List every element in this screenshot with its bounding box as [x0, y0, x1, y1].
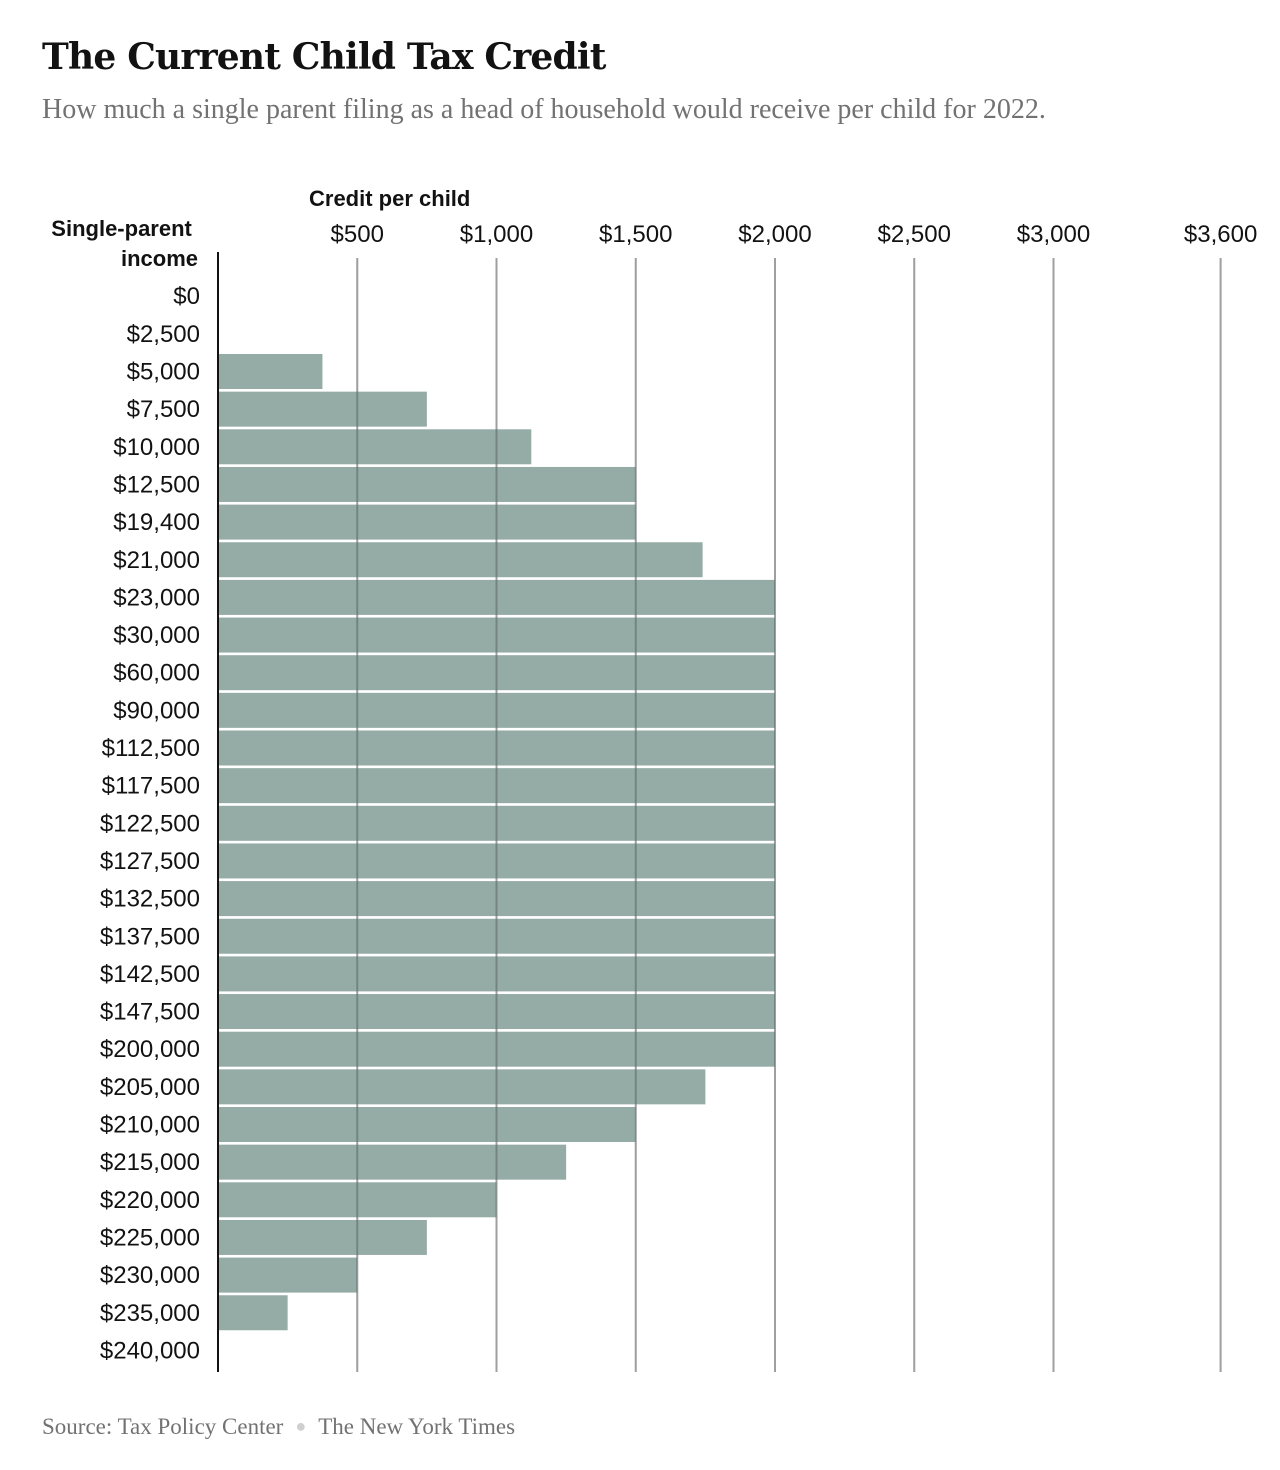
y-tick-label: $230,000: [100, 1262, 200, 1289]
y-tick-label: $132,500: [100, 886, 200, 913]
bar: [218, 391, 427, 427]
bar: [218, 504, 636, 540]
y-tick-label: $220,000: [100, 1187, 200, 1214]
bar-chart: $500 $1,000 $1,500 $2,000 $2,500 $3,000 $3,600…: [51, 186, 1258, 1372]
y-tick-label: $137,500: [100, 923, 200, 950]
y-tick-label: $240,000: [100, 1337, 200, 1364]
y-tick-label: $200,000: [100, 1036, 200, 1063]
y-tick-label: $235,000: [100, 1300, 200, 1327]
y-tick-label: $215,000: [100, 1149, 200, 1176]
y-tick-label: $147,500: [100, 999, 200, 1026]
x-tick-labels: $500 $1,000 $1,500 $2,000 $2,500 $3,000 $3,600: [331, 221, 1258, 248]
bar: [218, 956, 775, 992]
publisher-credit: The New York Times: [318, 1414, 516, 1439]
bar: [218, 1107, 636, 1142]
bar: [218, 466, 636, 502]
bars: [218, 354, 775, 1331]
y-tick-label: $19,400: [113, 509, 200, 536]
bar: [218, 1031, 775, 1067]
y-axis-title-line-2: income: [121, 246, 198, 271]
x-tick-label: $3,600: [1184, 221, 1257, 248]
bar: [218, 429, 532, 465]
bar: [218, 1069, 706, 1105]
y-tick-label: $21,000: [113, 547, 200, 574]
bar: [218, 1219, 427, 1255]
bar: [218, 918, 775, 954]
y-tick-label: $142,500: [100, 961, 200, 988]
bar: [218, 1182, 497, 1218]
y-tick-label: $112,500: [102, 735, 200, 762]
y-tick-label: $23,000: [113, 584, 200, 611]
x-tick-label: $3,000: [1017, 221, 1090, 248]
bar: [218, 768, 775, 804]
bar: [218, 354, 323, 389]
bar: [218, 843, 775, 879]
y-tick-label: $210,000: [100, 1112, 200, 1139]
x-tick-label: $500: [331, 221, 384, 248]
source-note: Source: Tax Policy Center: [42, 1414, 284, 1439]
bar: [218, 1144, 567, 1180]
bar: [218, 617, 775, 653]
bar: [218, 805, 775, 841]
y-tick-label: $90,000: [113, 697, 200, 724]
y-tick-label: $30,000: [113, 622, 200, 649]
y-tick-label: $127,500: [100, 848, 200, 875]
y-tick-labels: $0 $2,500 $5,000 $7,500 $10,000 $12,500 $19,40…: [100, 283, 200, 1364]
bar: [218, 655, 775, 691]
bar: [218, 1295, 288, 1331]
y-axis-title: Single-parent income: [51, 216, 198, 271]
separator-dot-icon: ●: [295, 1416, 307, 1436]
bar: [218, 692, 775, 728]
bar: [218, 579, 775, 615]
y-tick-label: $7,500: [127, 396, 200, 423]
x-tick-label: $1,500: [599, 221, 672, 248]
y-tick-label: $10,000: [113, 434, 200, 461]
y-tick-label: $122,500: [100, 810, 200, 837]
x-tick-label: $2,500: [878, 221, 951, 248]
y-axis-title-line-1: Single-parent: [51, 216, 192, 241]
x-tick-label: $1,000: [460, 221, 533, 248]
bar: [218, 994, 775, 1030]
gridline-overlay: [356, 258, 1222, 1372]
footer: Source: Tax Policy Center ● The New York T…: [42, 1414, 515, 1440]
bar: [218, 730, 775, 766]
y-tick-label: $60,000: [113, 660, 200, 687]
bar: [218, 1257, 358, 1293]
y-tick-label: $5,000: [127, 359, 200, 386]
x-axis-title: Credit per child: [309, 186, 470, 211]
chart-subtitle: How much a single parent filing as a hea…: [42, 94, 1046, 125]
x-tick-label: $2,000: [738, 221, 811, 248]
y-tick-label: $0: [173, 283, 200, 310]
bar: [218, 542, 703, 578]
y-tick-label: $2,500: [127, 321, 200, 348]
chart-title: The Current Child Tax Credit: [42, 36, 606, 78]
y-tick-label: $12,500: [113, 471, 200, 498]
y-tick-label: $117,500: [102, 773, 200, 800]
bar: [218, 881, 775, 917]
y-tick-label: $225,000: [100, 1224, 200, 1251]
y-tick-label: $205,000: [100, 1074, 200, 1101]
